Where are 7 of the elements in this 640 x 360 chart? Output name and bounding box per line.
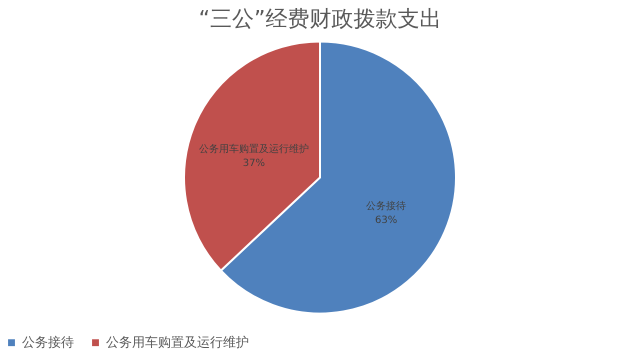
slice-label: 公务接待 [366, 200, 406, 212]
chart-title: “三公”经费财政拨款支出 [198, 7, 442, 32]
data-label: 37% [242, 158, 266, 169]
legend-label: 公务接待 [22, 336, 74, 351]
legend-label: 公务用车购置及运行维护 [106, 336, 249, 351]
slice-label: 公务用车购置及运行维护 [198, 142, 309, 155]
data-label: 63% [374, 215, 398, 226]
